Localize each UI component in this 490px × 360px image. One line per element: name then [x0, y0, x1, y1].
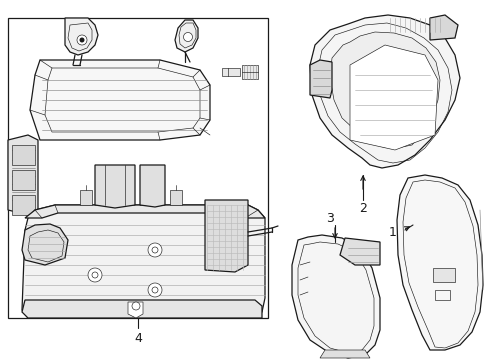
Polygon shape: [30, 60, 210, 140]
Polygon shape: [397, 175, 483, 350]
Polygon shape: [95, 165, 135, 208]
Polygon shape: [310, 15, 460, 168]
Polygon shape: [140, 165, 165, 207]
Circle shape: [77, 35, 87, 45]
Polygon shape: [25, 205, 265, 218]
Text: 2: 2: [359, 202, 367, 215]
Polygon shape: [22, 224, 68, 265]
Text: 1: 1: [389, 225, 397, 239]
Polygon shape: [310, 60, 332, 98]
Polygon shape: [22, 205, 265, 318]
Circle shape: [148, 283, 162, 297]
Bar: [8, 18, 268, 318]
Polygon shape: [8, 135, 38, 215]
Circle shape: [132, 302, 140, 310]
Circle shape: [183, 32, 193, 41]
Polygon shape: [222, 68, 240, 76]
Polygon shape: [12, 170, 35, 190]
Text: 4: 4: [134, 332, 142, 345]
Polygon shape: [430, 15, 458, 40]
Polygon shape: [110, 190, 122, 205]
Polygon shape: [292, 235, 380, 358]
Polygon shape: [433, 268, 455, 282]
Polygon shape: [65, 18, 98, 55]
Polygon shape: [80, 190, 92, 205]
Polygon shape: [170, 190, 182, 205]
Polygon shape: [320, 350, 370, 358]
Text: 3: 3: [326, 212, 334, 225]
Polygon shape: [242, 65, 258, 79]
Polygon shape: [12, 145, 35, 165]
Polygon shape: [128, 302, 143, 318]
Circle shape: [79, 37, 84, 42]
Polygon shape: [12, 195, 35, 215]
Circle shape: [148, 243, 162, 257]
Circle shape: [88, 268, 102, 282]
Polygon shape: [205, 200, 248, 272]
Polygon shape: [22, 300, 262, 318]
Polygon shape: [340, 238, 380, 265]
Polygon shape: [330, 32, 440, 148]
Polygon shape: [350, 45, 438, 150]
Polygon shape: [175, 20, 198, 52]
Polygon shape: [140, 190, 152, 205]
